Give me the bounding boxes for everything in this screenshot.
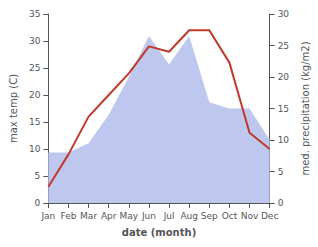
svg-text:5: 5: [278, 167, 284, 177]
svg-text:5: 5: [35, 171, 41, 181]
svg-text:15: 15: [29, 117, 40, 127]
svg-text:25: 25: [278, 41, 289, 51]
svg-text:max temp (C): max temp (C): [8, 74, 19, 143]
svg-text:20: 20: [29, 90, 41, 100]
svg-text:0: 0: [35, 198, 41, 208]
svg-text:Jun: Jun: [141, 211, 156, 221]
svg-text:Mar: Mar: [80, 211, 97, 221]
svg-text:Dec: Dec: [261, 211, 278, 221]
svg-text:15: 15: [278, 104, 289, 114]
svg-text:10: 10: [29, 144, 41, 154]
svg-text:Sep: Sep: [201, 211, 218, 221]
svg-text:Feb: Feb: [61, 211, 77, 221]
svg-text:Jul: Jul: [163, 211, 175, 221]
svg-text:0: 0: [278, 198, 284, 208]
svg-text:date (month): date (month): [122, 227, 196, 238]
svg-text:30: 30: [278, 9, 290, 19]
svg-text:Apr: Apr: [101, 211, 117, 221]
svg-text:Aug: Aug: [180, 211, 198, 221]
svg-text:Oct: Oct: [222, 211, 238, 221]
svg-text:30: 30: [29, 36, 41, 46]
svg-text:Nov: Nov: [241, 211, 259, 221]
svg-text:10: 10: [278, 135, 290, 145]
svg-text:20: 20: [278, 72, 290, 82]
svg-text:35: 35: [29, 9, 40, 19]
svg-text:med. precipitation (kg/m2): med. precipitation (kg/m2): [300, 41, 311, 175]
svg-text:Jan: Jan: [40, 211, 55, 221]
svg-text:25: 25: [29, 63, 40, 73]
svg-text:May: May: [120, 211, 139, 221]
